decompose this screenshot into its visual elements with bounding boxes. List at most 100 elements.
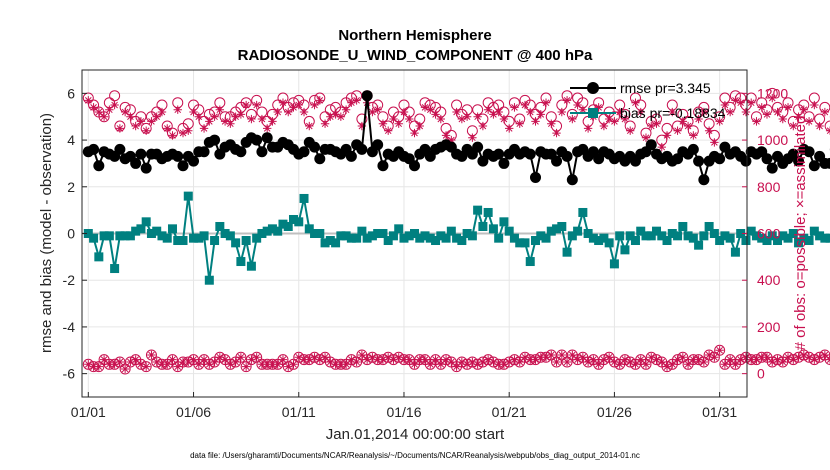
bias-point [704, 221, 714, 231]
bias-point [567, 231, 577, 241]
bias-point [783, 233, 793, 243]
assimilated-obs-marker-bottom [594, 360, 603, 369]
assimilated-obs-marker-bottom [747, 355, 756, 364]
assimilated-obs-marker [231, 112, 240, 121]
bias-point [346, 233, 356, 243]
assimilated-obs-marker [820, 107, 830, 117]
assimilated-obs-marker [284, 107, 293, 117]
bias-point [89, 233, 99, 243]
bias-point [652, 226, 662, 236]
bias-point [762, 236, 772, 246]
bias-point [673, 231, 683, 241]
assimilated-obs-marker-bottom [804, 353, 814, 362]
assimilated-obs-marker-bottom [326, 357, 335, 367]
assimilated-obs-marker [436, 114, 446, 124]
rmse-point [498, 157, 510, 169]
assimilated-obs-marker-bottom [157, 360, 167, 369]
assimilated-obs-marker-bottom [199, 355, 209, 364]
rmse-point [256, 146, 268, 158]
assimilated-obs-marker [268, 117, 277, 126]
assimilated-obs-marker-bottom [278, 355, 288, 364]
assimilated-obs-marker [326, 112, 335, 121]
rmse-point [177, 160, 189, 172]
assimilated-obs-marker-bottom [389, 355, 398, 364]
rmse-point [561, 150, 573, 162]
bias-point [257, 229, 267, 238]
assimilated-obs-marker-bottom [441, 355, 451, 364]
chart-title-line-1: Northern Hemisphere [338, 27, 491, 44]
bias-point [636, 226, 646, 236]
assimilated-obs-marker [347, 98, 356, 107]
bias-point [594, 236, 604, 246]
bias-point [557, 221, 567, 231]
bias-point [662, 236, 672, 246]
assimilated-obs-marker-bottom [820, 350, 830, 360]
possible-obs-marker-bottom [166, 354, 178, 366]
assimilated-obs-marker-bottom [399, 355, 409, 364]
bias-point [725, 233, 735, 243]
bias-point [236, 257, 246, 267]
rmse-point [172, 150, 184, 162]
assimilated-obs-marker [815, 121, 824, 131]
assimilated-obs-marker [405, 114, 414, 124]
assimilated-obs-marker [562, 96, 572, 105]
assimilated-obs-marker-bottom [589, 355, 598, 364]
bias-point [278, 219, 288, 229]
assimilated-obs-marker [615, 107, 624, 117]
assimilated-obs-marker [220, 117, 230, 126]
assimilated-obs-marker-bottom [394, 353, 403, 362]
rmse-point [309, 141, 321, 153]
assimilated-obs-marker [647, 121, 656, 131]
assimilated-obs-marker-bottom [762, 353, 772, 362]
assimilated-obs-marker [383, 126, 393, 135]
bias-point [331, 238, 341, 248]
assimilated-obs-marker [499, 114, 509, 124]
y-tick-label-right: 1200 [757, 85, 788, 101]
bias-point [83, 229, 93, 238]
bias-point [325, 236, 335, 246]
possible-obs-marker-bottom [145, 349, 157, 361]
assimilated-obs-marker-bottom [462, 360, 472, 369]
assimilated-obs-marker-bottom [189, 355, 198, 364]
assimilated-obs-marker [110, 100, 119, 110]
assimilated-obs-marker-bottom [320, 353, 330, 362]
assimilated-obs-marker-bottom [536, 353, 545, 362]
assimilated-obs-marker [741, 107, 751, 117]
possible-obs-marker-bottom [551, 356, 563, 368]
bias-point [125, 231, 135, 241]
y-tick-label-right: 1000 [757, 132, 788, 148]
bias-point [131, 226, 141, 236]
assimilated-obs-marker-bottom [426, 360, 435, 369]
bias-point [688, 233, 698, 243]
assimilated-obs-marker [431, 110, 440, 119]
bias-point [441, 233, 451, 243]
possible-obs-marker-bottom [556, 349, 568, 361]
assimilated-obs-marker [199, 124, 209, 133]
bias-point [683, 231, 693, 241]
assimilated-obs-marker [394, 119, 403, 128]
x-axis-label: Jan.01,2014 00:00:00 start [326, 426, 505, 443]
assimilated-obs-marker [89, 103, 98, 112]
assimilated-obs-marker [241, 100, 251, 110]
assimilated-obs-marker [131, 121, 140, 131]
assimilated-obs-marker [699, 107, 709, 117]
bias-point [531, 236, 541, 246]
rmse-point [235, 146, 247, 158]
assimilated-obs-marker [447, 135, 456, 145]
assimilated-obs-marker-bottom [720, 360, 730, 369]
x-tick-label: 01/26 [597, 404, 632, 420]
assimilated-obs-marker [773, 107, 782, 117]
rmse-point [251, 134, 263, 146]
assimilated-obs-marker-bottom [126, 357, 135, 367]
y-tick-label-right: 800 [757, 179, 781, 195]
assimilated-obs-marker-bottom [768, 357, 777, 367]
bias-point [578, 207, 588, 217]
assimilated-obs-marker [310, 100, 319, 110]
assimilated-obs-marker [731, 96, 740, 105]
bias-point [315, 229, 325, 238]
bias-point [794, 238, 804, 248]
assimilated-obs-marker-bottom [504, 357, 514, 367]
assimilated-obs-marker-bottom [562, 357, 572, 367]
assimilated-obs-marker [725, 107, 735, 117]
